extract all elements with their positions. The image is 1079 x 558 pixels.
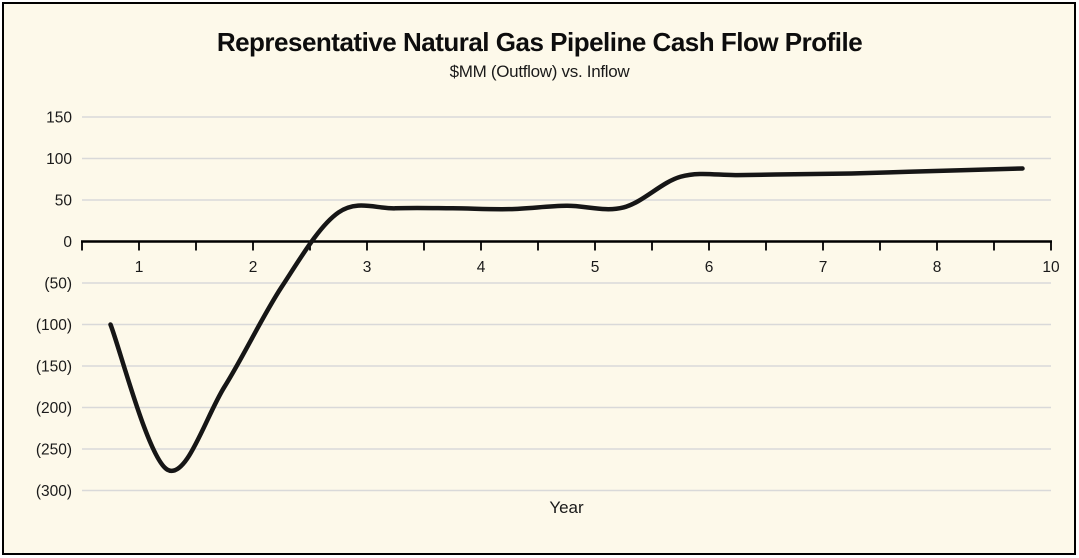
y-tick-label: (50) xyxy=(44,276,72,293)
y-tick-label: (100) xyxy=(36,317,72,334)
x-tick-label: 2 xyxy=(249,259,258,276)
x-tick-label: 5 xyxy=(591,259,600,276)
x-tick-label: 1 xyxy=(135,259,144,276)
chart-title: Representative Natural Gas Pipeline Cash… xyxy=(216,27,863,57)
cash-flow-series-line xyxy=(108,166,1025,474)
y-tick-label: (200) xyxy=(36,400,72,417)
x-tick-label: 4 xyxy=(477,259,486,276)
chart-subtitle: $MM (Outflow) vs. Inflow xyxy=(449,62,630,81)
x-axis-title: Year xyxy=(549,498,584,517)
x-tick-label: 10 xyxy=(1042,259,1060,276)
y-tick-label: 0 xyxy=(63,234,72,251)
y-tick-label: 150 xyxy=(46,110,72,127)
y-tick-label: (250) xyxy=(36,442,72,459)
y-tick-label: (300) xyxy=(36,483,72,500)
y-tick-label: 50 xyxy=(55,193,73,210)
y-tick-label: (150) xyxy=(36,359,72,376)
x-tick-label: 6 xyxy=(705,259,714,276)
x-tick-label: 7 xyxy=(819,259,828,276)
x-tick-label: 3 xyxy=(363,259,372,276)
x-tick-label: 8 xyxy=(933,259,942,276)
y-tick-label: 100 xyxy=(46,151,72,168)
